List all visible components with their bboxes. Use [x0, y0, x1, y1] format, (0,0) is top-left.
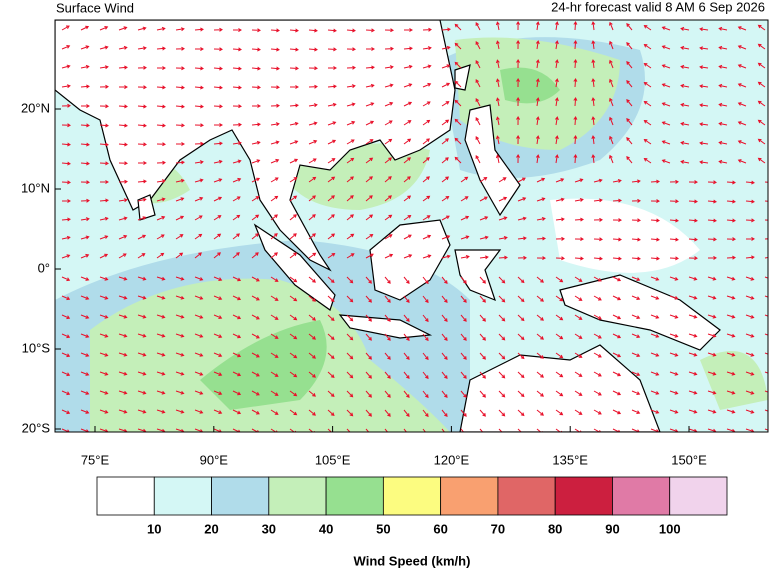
colorbar-label: 80: [548, 521, 562, 536]
colorbar-swatch: [153, 476, 212, 516]
x-tick-label: 90°E: [200, 452, 229, 467]
title: Surface Wind: [56, 0, 134, 15]
y-tick-label: 10°N: [21, 180, 50, 195]
colorbar-swatch: [669, 476, 728, 516]
x-tick-label: 150°E: [671, 452, 707, 467]
y-tick-label: 0°: [38, 260, 50, 275]
colorbar-swatch: [612, 476, 671, 516]
x-tick-label: 75°E: [81, 452, 110, 467]
map: [55, 20, 768, 432]
colorbar-label: 50: [376, 521, 390, 536]
colorbar-label: 70: [491, 521, 505, 536]
colorbar: 10 20 30 40 50 60 70 80 90 100: [96, 476, 728, 536]
y-tick-label: 10°S: [22, 340, 51, 355]
y-tick-label: 20°S: [22, 420, 51, 435]
colorbar-title: Wind Speed (km/h): [354, 553, 471, 568]
colorbar-swatch: [497, 476, 556, 516]
land: [55, 20, 721, 432]
colorbar-swatch: [325, 476, 384, 516]
axes: 75°E 90°E 105°E 120°E 135°E 150°E 20°N 10°N 0° 10…: [21, 100, 707, 467]
x-tick-label: 105°E: [315, 452, 351, 467]
x-tick-label: 120°E: [434, 452, 470, 467]
colorbar-label: 40: [319, 521, 333, 536]
colorbar-swatch: [96, 476, 155, 516]
colorbar-label: 60: [433, 521, 447, 536]
colorbar-label: 100: [659, 521, 681, 536]
colorbar-label: 90: [605, 521, 619, 536]
wind-speed-shading: [55, 37, 768, 432]
x-tick-label: 135°E: [552, 452, 588, 467]
colorbar-swatch: [440, 476, 499, 516]
subtitle: 24-hr forecast valid 8 AM 6 Sep 2026: [551, 0, 765, 14]
colorbar-swatch: [268, 476, 327, 516]
colorbar-swatch: [382, 476, 442, 516]
colorbar-label: 20: [204, 521, 218, 536]
y-tick-label: 20°N: [21, 100, 50, 115]
wind-arrows: [61, 21, 768, 432]
colorbar-swatch: [211, 476, 270, 516]
colorbar-swatch: [554, 476, 613, 516]
colorbar-label: 10: [147, 521, 161, 536]
colorbar-label: 30: [262, 521, 276, 536]
map-frame: [54, 19, 769, 433]
